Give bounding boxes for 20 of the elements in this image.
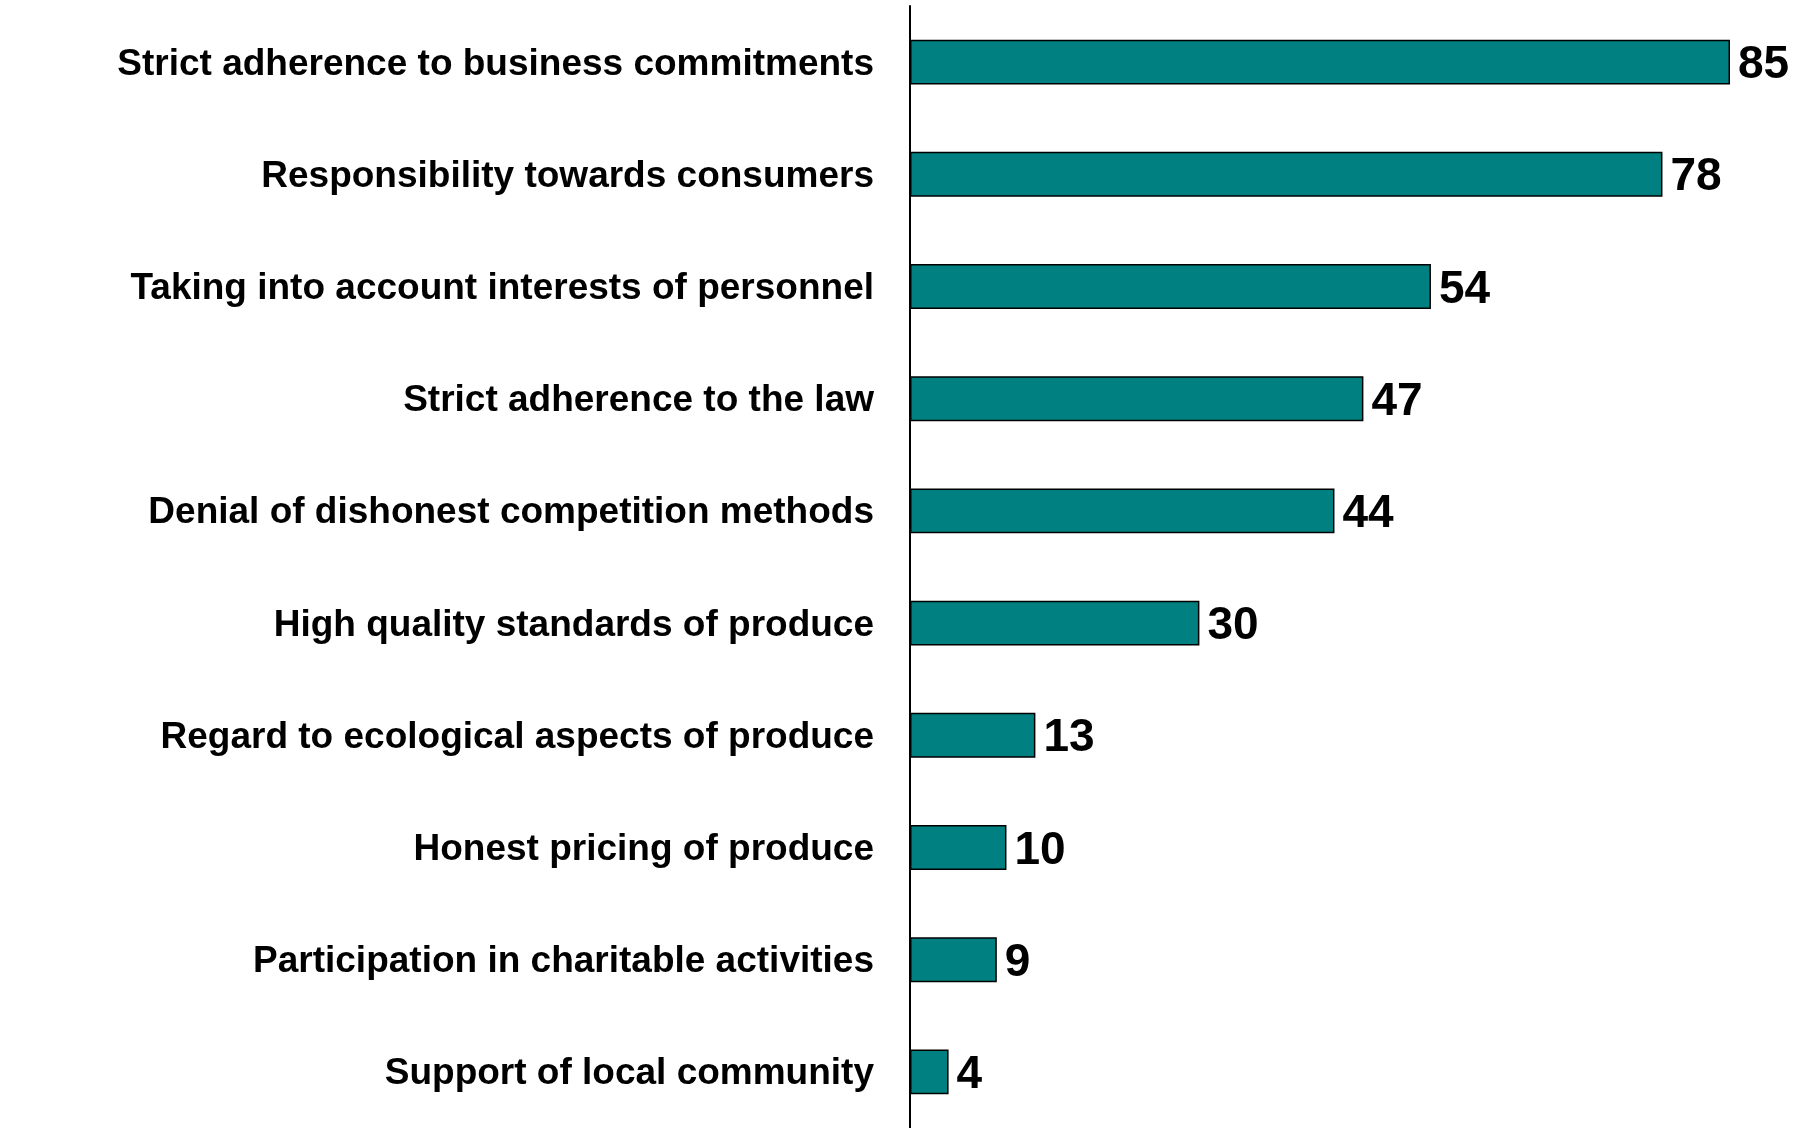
data-label: 47	[1371, 372, 1423, 425]
data-label: 78	[1670, 148, 1722, 201]
y-tick-label: Denial of dishonest competition methods	[148, 490, 874, 532]
data-label: 10	[1014, 821, 1066, 874]
y-tick-label: Strict adherence to business commitments	[117, 41, 874, 83]
y-tick-label: Responsibility towards consumers	[261, 153, 874, 195]
data-label: 13	[1043, 709, 1095, 762]
y-tick-label: Support of local community	[384, 1051, 875, 1093]
y-tick-label: Strict adherence to the law	[403, 378, 875, 420]
y-tick-label: Honest pricing of produce	[413, 827, 874, 868]
y-tick-label: Regard to ecological aspects of produce	[160, 714, 874, 756]
data-label: 54	[1438, 260, 1491, 313]
data-label: 30	[1207, 597, 1259, 650]
data-label: 4	[956, 1045, 983, 1098]
data-label: 9	[1004, 933, 1031, 986]
y-tick-label: High quality standards of produce	[273, 602, 874, 644]
y-tick-label: Taking into account interests of personnel	[130, 266, 874, 307]
data-label: 85	[1738, 36, 1790, 89]
data-label: 44	[1342, 484, 1395, 537]
y-tick-label: Participation in charitable activities	[253, 939, 874, 981]
